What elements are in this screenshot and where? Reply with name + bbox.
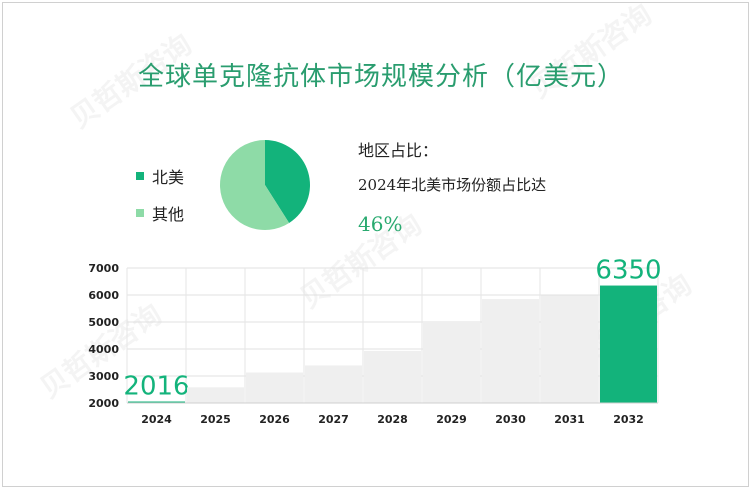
x-tick-label: 2029 [436,413,467,426]
x-tick-label: 2026 [259,413,290,426]
y-tick-label: 5000 [88,316,119,329]
region-share-label: 地区占比： [358,141,439,160]
share-percent: 46% [358,212,403,236]
data-label-2032: 6350 [595,256,661,286]
legend-label: 北美 [152,167,185,187]
bar-2027 [305,365,362,403]
legend: 北美 其他 [136,157,184,231]
pie-slice-1 [220,140,290,230]
pie-chart [220,140,310,230]
bar-2025 [187,387,244,403]
y-tick-label: 4000 [88,343,119,356]
bar-2026 [246,372,303,403]
bar-2030 [482,299,539,403]
bar-2032 [600,285,657,403]
x-tick-label: 2028 [377,413,408,426]
data-label-2024: 2016 [123,372,189,402]
legend-item-other: 其他 [136,194,184,231]
legend-swatch [136,208,144,217]
bar-2028 [364,350,421,403]
y-tick-label: 2000 [88,397,119,410]
y-tick-label: 6000 [88,289,119,302]
x-tick-label: 2032 [613,413,644,426]
x-tick-label: 2025 [200,413,231,426]
y-tick-label: 3000 [88,370,119,383]
x-tick-label: 2027 [318,413,349,426]
pie-slice-0 [265,140,310,223]
x-tick-label: 2031 [554,413,585,426]
y-tick-label: 7000 [88,262,119,275]
chart-title: 全球单克隆抗体市场规模分析（亿美元） [138,62,625,92]
legend-swatch [136,171,144,180]
info-panel: 地区占比： 2024年北美市场份额占比达 46% [358,136,546,244]
bar-2029 [423,322,480,403]
x-tick-label: 2030 [495,413,526,426]
legend-label: 其他 [152,204,185,224]
chart-frame [2,2,749,487]
x-tick-label: 2024 [141,413,172,426]
bar-2024 [128,401,185,403]
share-description: 2024年北美市场份额占比达 [358,176,547,194]
legend-item-north-america: 北美 [136,157,184,194]
bar-2031 [541,295,598,403]
